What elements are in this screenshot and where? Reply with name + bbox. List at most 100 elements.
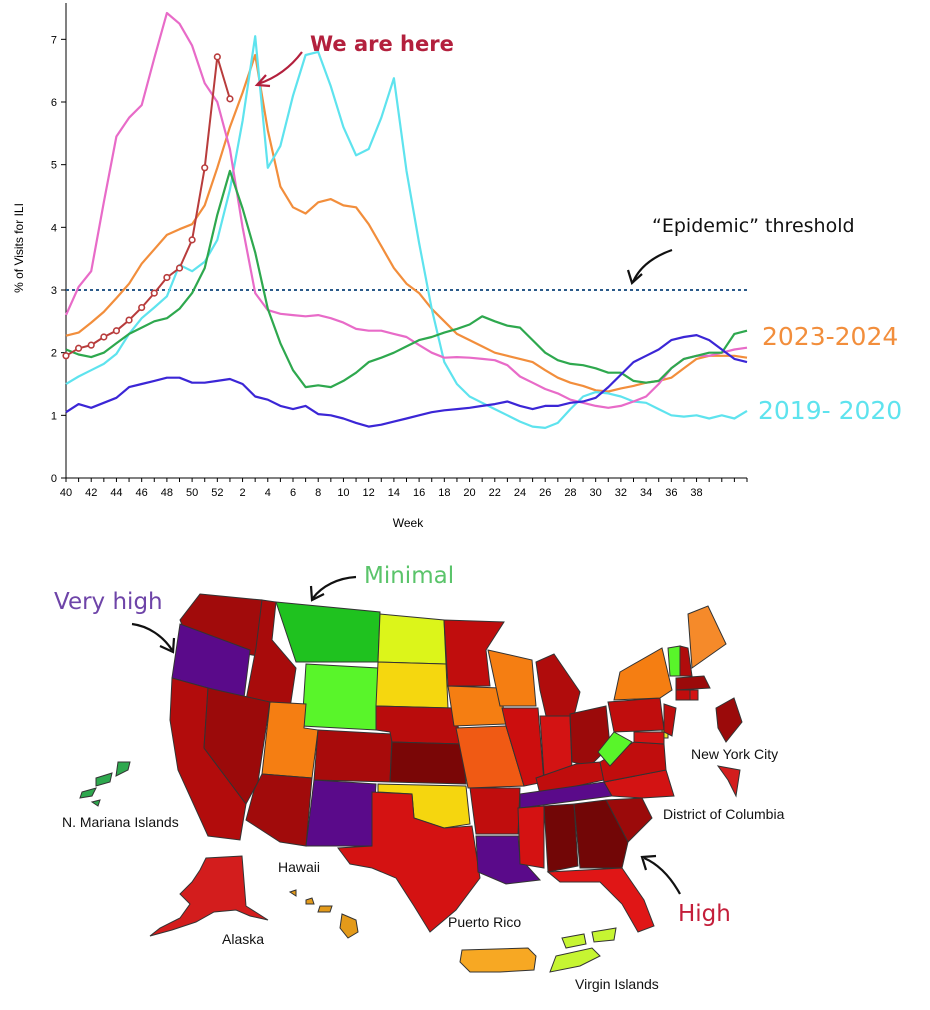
state-vermont	[667, 645, 681, 677]
x-tick-label: 8	[315, 487, 321, 499]
x-tick-label: 30	[590, 487, 602, 499]
minimal-arrow	[312, 575, 357, 599]
x-tick-label: 42	[85, 487, 97, 499]
new-york-city-label: New York City	[691, 746, 778, 762]
x-tick-label: 48	[161, 487, 173, 499]
series-line-2019-2020	[65, 35, 748, 429]
x-tick-label: 18	[438, 487, 450, 499]
current-season-point	[226, 95, 234, 103]
current-season-point	[87, 341, 95, 349]
minimal-label: Minimal	[364, 563, 454, 589]
we-are-here-arrow	[257, 51, 303, 86]
state-new-mexico	[305, 779, 377, 847]
x-tick-label: 50	[186, 487, 198, 499]
current-season-point	[150, 289, 158, 297]
y-tick-label: 1	[51, 410, 57, 422]
x-tick-label: 46	[136, 487, 148, 499]
current-season-point	[163, 273, 171, 282]
hawaii-label: Hawaii	[278, 859, 320, 875]
we-are-here-arrowhead	[254, 74, 271, 88]
state-arizona	[245, 773, 313, 847]
state-pennsylvania	[607, 697, 665, 733]
y-tick-label: 3	[51, 285, 57, 297]
x-tick-label: 12	[363, 487, 375, 499]
current-season-point	[100, 333, 108, 341]
state-new-york	[613, 647, 673, 701]
current-season-point	[75, 344, 83, 352]
x-tick-label: 38	[690, 487, 702, 499]
y-tick-label: 4	[51, 222, 57, 234]
season-2023-2024-label: 2023-2024	[762, 322, 898, 351]
current-season-point	[213, 53, 221, 61]
x-tick-label: 32	[615, 487, 627, 499]
x-axis-title: Week	[393, 516, 424, 530]
state-massachusetts	[675, 675, 711, 691]
state-minnesota	[443, 619, 505, 687]
x-tick-label: 28	[564, 487, 576, 499]
y-tick-label: 6	[51, 97, 57, 109]
x-tick-label: 44	[110, 487, 122, 499]
state-connecticut	[675, 689, 691, 701]
current-season-point	[175, 264, 184, 272]
very-high-label: Very high	[54, 589, 163, 615]
series-line-2023-2024	[65, 53, 748, 393]
x-tick-label: 20	[463, 487, 475, 499]
northeast-inset-shape	[715, 697, 743, 743]
y-tick-label: 0	[51, 473, 57, 485]
x-tick-label: 16	[413, 487, 425, 499]
we-are-here-label: We are here	[310, 32, 454, 56]
n-mariana-islands-label: N. Mariana Islands	[62, 814, 179, 830]
alaska-label: Alaska	[222, 931, 264, 947]
state-maine	[687, 605, 727, 669]
state-south-carolina	[605, 797, 653, 843]
x-tick-label: 14	[388, 487, 400, 499]
state-wisconsin	[487, 649, 537, 707]
state-north-dakota	[377, 613, 447, 665]
state-mississippi	[517, 805, 545, 869]
epidemic-arrow	[631, 248, 673, 283]
puerto-rico-label: Puerto Rico	[448, 914, 521, 930]
high-label: High	[678, 901, 731, 927]
n-mariana-islands-shape	[79, 761, 131, 807]
current-season-point	[112, 327, 121, 335]
state-maryland-delaware	[633, 731, 665, 745]
state-texas	[337, 791, 481, 933]
state-new-hampshire	[679, 645, 693, 677]
current-season-point	[201, 164, 209, 172]
series-line-season-3	[65, 169, 748, 389]
current-season-point	[188, 236, 196, 244]
current-season-markers	[62, 53, 234, 360]
x-tick-label: 24	[514, 487, 526, 499]
state-arkansas	[469, 787, 521, 835]
x-tick-label: 52	[211, 487, 223, 499]
virgin-islands-label: Virgin Islands	[575, 976, 659, 992]
state-nevada	[203, 687, 271, 805]
very-high-arrow	[131, 622, 173, 651]
state-alabama	[543, 803, 579, 873]
series-line-season-4	[65, 334, 748, 428]
puerto-rico-shape	[459, 947, 537, 973]
virgin-islands-shape	[549, 927, 617, 973]
current-season-point	[62, 352, 70, 360]
y-tick-label: 7	[51, 34, 57, 46]
minimal-arrowhead	[309, 585, 325, 602]
state-kansas	[389, 741, 467, 785]
state-new-jersey	[663, 703, 677, 737]
high-arrowhead	[640, 854, 657, 871]
x-tick-label: 34	[640, 487, 652, 499]
x-tick-label: 10	[337, 487, 349, 499]
us-flu-activity-map: Minimal Very high High N. Mariana Island…	[54, 563, 785, 992]
state-montana	[275, 601, 381, 663]
epidemic-threshold-label: “Epidemic” threshold	[652, 215, 855, 237]
x-tick-label: 36	[665, 487, 677, 499]
season-2019-2020-label: 2019- 2020	[758, 396, 902, 425]
hawaii-shape	[288, 889, 359, 939]
y-tick-label: 5	[51, 160, 57, 172]
x-tick-label: 2	[239, 487, 245, 499]
y-tick-label: 2	[51, 348, 57, 360]
x-tick-label: 26	[539, 487, 551, 499]
state-rhode-island	[689, 689, 699, 701]
state-idaho	[245, 599, 297, 709]
